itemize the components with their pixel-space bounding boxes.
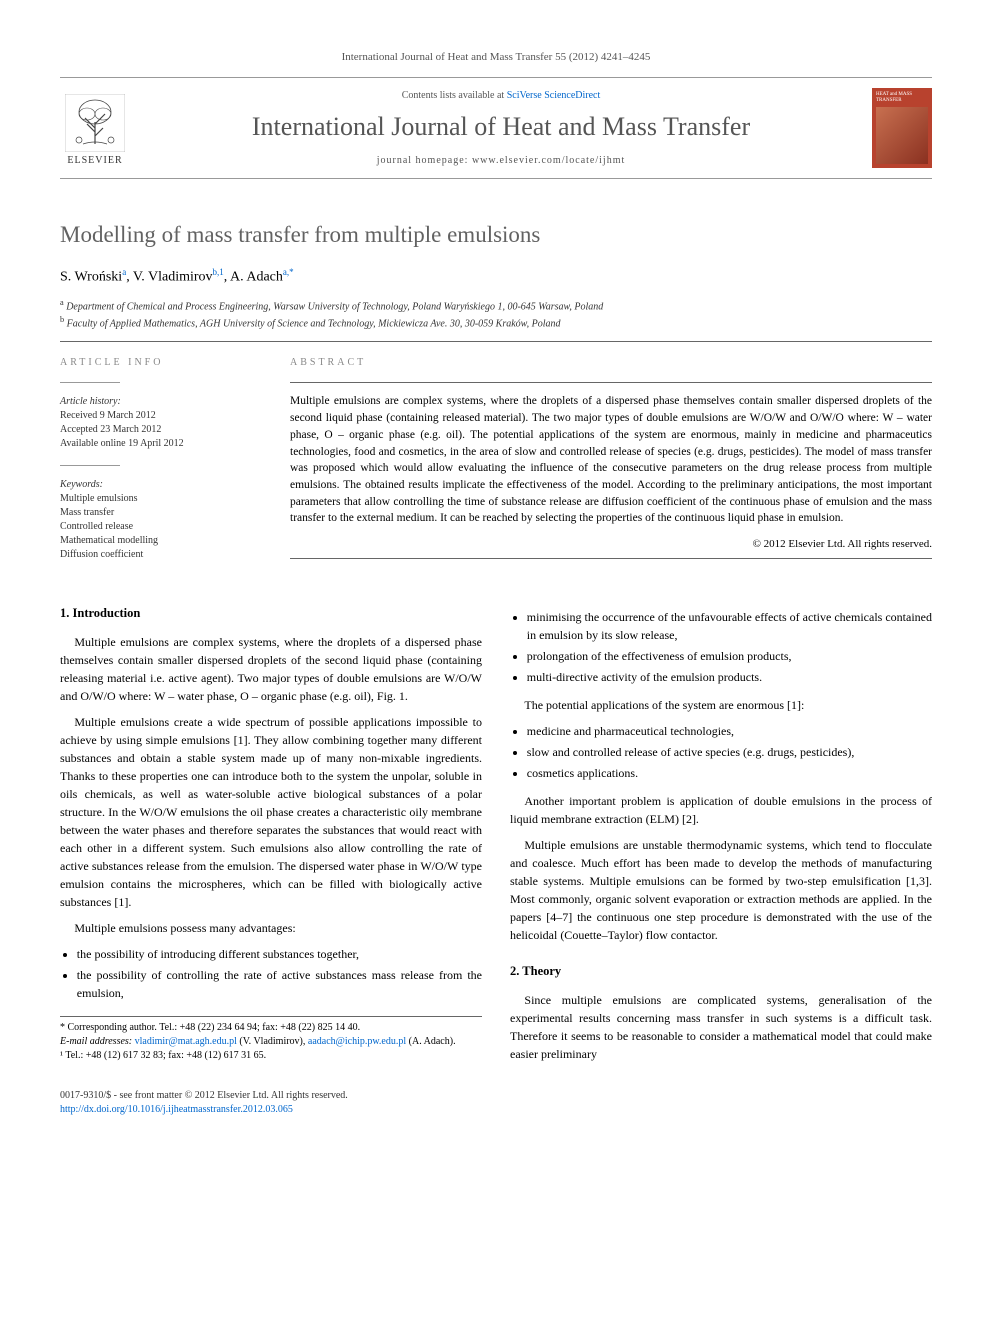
paragraph-lead: The potential applications of the system…: [510, 696, 932, 714]
history-label: Article history:: [60, 395, 260, 409]
affil-sup-b1: b,1: [213, 267, 224, 277]
contents-available: Contents lists available at SciVerse Sci…: [144, 89, 858, 103]
sciencedirect-link[interactable]: SciVerse ScienceDirect: [507, 90, 601, 101]
cover-image: [876, 107, 928, 164]
article-history: Article history: Received 9 March 2012 A…: [60, 395, 260, 451]
emails-label: E-mail addresses:: [60, 1036, 132, 1047]
info-divider: [60, 382, 120, 383]
paragraph: Multiple emulsions create a wide spectru…: [60, 713, 482, 911]
publisher-logo: ELSEVIER: [60, 88, 130, 168]
divider: [60, 341, 932, 342]
footnotes: * Corresponding author. Tel.: +48 (22) 2…: [60, 1016, 482, 1063]
article-title: Modelling of mass transfer from multiple…: [60, 219, 932, 251]
left-column: 1. Introduction Multiple emulsions are c…: [60, 604, 482, 1071]
affiliations: a Department of Chemical and Process Eng…: [60, 297, 932, 332]
cover-text: HEAT and MASS TRANSFER: [876, 92, 928, 103]
abstract-divider: [290, 382, 932, 383]
email-who: (A. Adach).: [406, 1036, 455, 1047]
article-info-label: ARTICLE INFO: [60, 356, 260, 370]
info-divider: [60, 465, 120, 466]
publisher-name: ELSEVIER: [67, 154, 122, 168]
list-item: prolongation of the effectiveness of emu…: [527, 647, 932, 665]
section-heading-intro: 1. Introduction: [60, 604, 482, 623]
journal-title: International Journal of Heat and Mass T…: [144, 109, 858, 145]
abstract-bottom-divider: [290, 558, 932, 559]
affil-sup-a: a: [122, 267, 126, 277]
email-who: (V. Vladimirov),: [237, 1036, 308, 1047]
email-link[interactable]: vladimir@mat.agh.edu.pl: [135, 1036, 237, 1047]
paragraph: Another important problem is application…: [510, 792, 932, 828]
right-column: minimising the occurrence of the unfavou…: [510, 604, 932, 1071]
list-item: cosmetics applications.: [527, 764, 932, 782]
advantages-list: the possibility of introducing different…: [60, 945, 482, 1002]
doi-line: http://dx.doi.org/10.1016/j.ijheatmasstr…: [60, 1103, 348, 1117]
list-item: multi-directive activity of the emulsion…: [527, 668, 932, 686]
affiliation-a: Department of Chemical and Process Engin…: [66, 301, 603, 312]
list-item: the possibility of controlling the rate …: [77, 966, 482, 1002]
footnote-tel: ¹ Tel.: +48 (12) 617 32 83; fax: +48 (12…: [60, 1049, 482, 1063]
keyword: Multiple emulsions: [60, 492, 260, 506]
list-item: minimising the occurrence of the unfavou…: [527, 608, 932, 644]
affiliation-b: Faculty of Applied Mathematics, AGH Univ…: [67, 318, 561, 329]
keywords-label: Keywords:: [60, 478, 260, 492]
abstract-column: ABSTRACT Multiple emulsions are complex …: [290, 356, 932, 576]
abstract-text: Multiple emulsions are complex systems, …: [290, 393, 932, 526]
running-head: International Journal of Heat and Mass T…: [60, 50, 932, 65]
section-heading-theory: 2. Theory: [510, 962, 932, 981]
list-item: the possibility of introducing different…: [77, 945, 482, 963]
advantages-list-cont: minimising the occurrence of the unfavou…: [510, 608, 932, 686]
author-list: S. Wrońskia, V. Vladimirovb,1, A. Adacha…: [60, 266, 932, 287]
abstract-copyright: © 2012 Elsevier Ltd. All rights reserved…: [290, 537, 932, 552]
online-date: Available online 19 April 2012: [60, 437, 260, 451]
elsevier-tree-icon: [65, 94, 125, 152]
page-footer: 0017-9310/$ - see front matter © 2012 El…: [60, 1089, 932, 1117]
contents-prefix: Contents lists available at: [402, 90, 507, 101]
list-item: medicine and pharmaceutical technologies…: [527, 722, 932, 740]
keywords-block: Keywords: Multiple emulsions Mass transf…: [60, 478, 260, 562]
homepage-prefix: journal homepage:: [377, 155, 472, 166]
doi-link[interactable]: http://dx.doi.org/10.1016/j.ijheatmasstr…: [60, 1104, 293, 1115]
affil-sup-a-corr: a,*: [283, 267, 294, 277]
list-item: slow and controlled release of active sp…: [527, 743, 932, 761]
paragraph: Since multiple emulsions are complicated…: [510, 991, 932, 1063]
applications-list: medicine and pharmaceutical technologies…: [510, 722, 932, 782]
keyword: Mathematical modelling: [60, 534, 260, 548]
corresponding-author: * Corresponding author. Tel.: +48 (22) 2…: [60, 1021, 482, 1035]
issn-line: 0017-9310/$ - see front matter © 2012 El…: [60, 1089, 348, 1103]
journal-cover-thumbnail: HEAT and MASS TRANSFER: [872, 88, 932, 168]
email-addresses: E-mail addresses: vladimir@mat.agh.edu.p…: [60, 1035, 482, 1049]
article-info-column: ARTICLE INFO Article history: Received 9…: [60, 356, 260, 576]
journal-homepage: journal homepage: www.elsevier.com/locat…: [144, 154, 858, 168]
paragraph: Multiple emulsions are unstable thermody…: [510, 836, 932, 944]
homepage-url[interactable]: www.elsevier.com/locate/ijhmt: [472, 155, 625, 166]
keyword: Diffusion coefficient: [60, 548, 260, 562]
keyword: Mass transfer: [60, 506, 260, 520]
paragraph-lead: Multiple emulsions possess many advantag…: [60, 919, 482, 937]
journal-header: ELSEVIER Contents lists available at Sci…: [60, 77, 932, 179]
email-link[interactable]: aadach@ichip.pw.edu.pl: [308, 1036, 406, 1047]
received-date: Received 9 March 2012: [60, 409, 260, 423]
keyword: Controlled release: [60, 520, 260, 534]
paragraph: Multiple emulsions are complex systems, …: [60, 633, 482, 705]
accepted-date: Accepted 23 March 2012: [60, 423, 260, 437]
abstract-label: ABSTRACT: [290, 356, 932, 370]
